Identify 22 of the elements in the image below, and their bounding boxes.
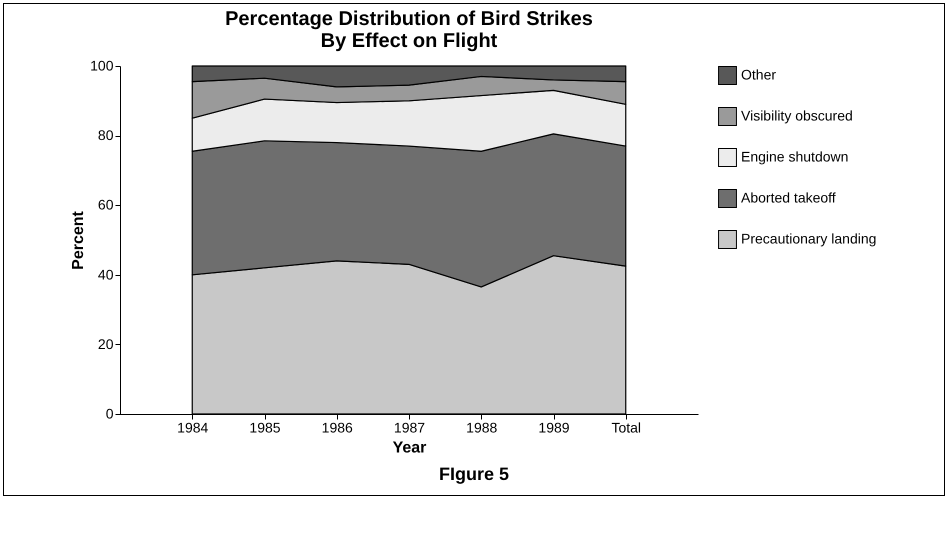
y-tick-label: 20 [98, 336, 114, 352]
x-tick-label: 1984 [177, 420, 209, 436]
legend-label: Engine shutdown [741, 148, 848, 164]
x-tick-label: 1989 [538, 420, 570, 436]
legend-label: Precautionary landing [741, 230, 876, 246]
y-tick-label: 0 [106, 406, 114, 422]
y-tick-label: 80 [98, 127, 114, 144]
y-tick-label: 60 [98, 196, 114, 213]
y-tick-label: 100 [90, 58, 114, 74]
x-tick-label: 1988 [466, 420, 498, 436]
x-tick-label: 1986 [322, 420, 354, 436]
legend-label: Other [741, 66, 776, 82]
legend-label: Visibility obscured [741, 108, 853, 124]
x-tick-label: 1985 [249, 420, 281, 436]
x-tick-label: Total [611, 420, 642, 436]
caption: FIgure 5 [438, 464, 510, 485]
legend-label: Aborted takeoff [741, 190, 836, 206]
chart-title: Percentage Distribution of Bird Strikes By Effect on Flight [225, 8, 593, 52]
x-tick-label: 1987 [394, 420, 426, 436]
y-axis-title: Percent [70, 210, 88, 270]
y-tick-label: 40 [98, 266, 114, 282]
x-axis-title: Year [392, 440, 426, 456]
